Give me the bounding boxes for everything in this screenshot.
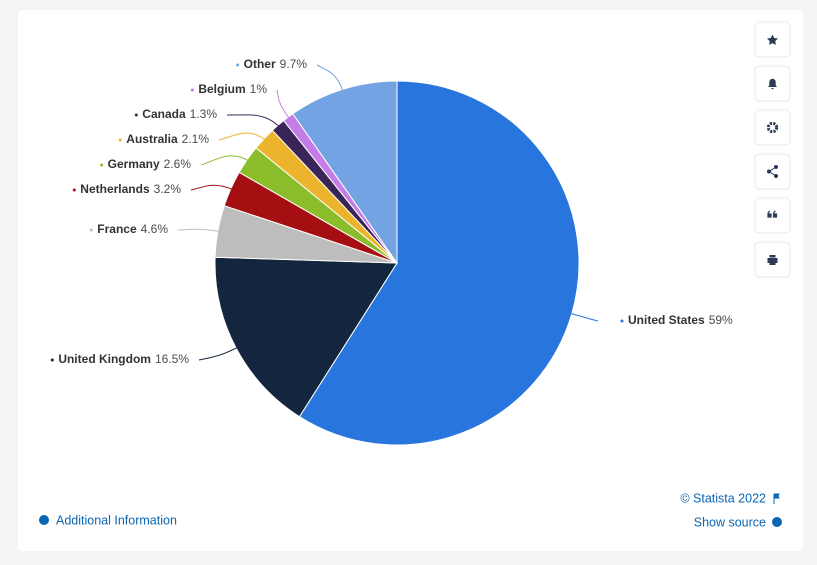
value-label: 9.7%	[280, 57, 308, 71]
category-name: France	[97, 222, 137, 236]
connector	[177, 228, 222, 233]
footer: © Statista 2022 Show source Additional I…	[39, 491, 782, 529]
connector	[198, 345, 240, 361]
star-icon	[767, 34, 778, 45]
bell-icon	[768, 78, 777, 90]
connector	[190, 184, 235, 191]
slice-label: Netherlands 3.2%	[80, 182, 181, 196]
connector	[200, 155, 251, 166]
legend-dot	[236, 63, 240, 67]
value-label: 16.5%	[155, 352, 189, 366]
connector	[226, 114, 281, 129]
slice-label: Belgium 1%	[198, 82, 267, 96]
share-icon	[767, 165, 778, 178]
connector	[276, 89, 291, 121]
value-label: 4.6%	[141, 222, 169, 236]
slice-label: Germany 2.6%	[108, 157, 192, 171]
value-label: 2.1%	[182, 132, 210, 146]
category-name: Australia	[126, 132, 178, 146]
category-name: Other	[244, 57, 276, 71]
toolbar	[754, 21, 791, 278]
value-label: 1%	[250, 82, 268, 96]
connector	[218, 132, 268, 142]
slice-label: Other 9.7%	[244, 57, 308, 71]
connector	[316, 64, 345, 94]
share-button[interactable]	[754, 153, 791, 190]
slice-label: Australia 2.1%	[126, 132, 209, 146]
slice-label: United Kingdom 16.5%	[58, 352, 189, 366]
legend-dot	[190, 88, 194, 92]
legend-dot	[620, 319, 624, 323]
show-source[interactable]: Show source	[694, 515, 766, 529]
credit[interactable]: © Statista 2022	[680, 491, 766, 505]
slice-label: Canada 1.3%	[142, 107, 217, 121]
category-name: United States	[628, 313, 705, 327]
gear-icon	[766, 121, 779, 134]
legend-dot	[50, 358, 54, 362]
slice-label: France 4.6%	[97, 222, 168, 236]
flag-icon	[773, 493, 780, 504]
legend-dot	[118, 138, 122, 142]
quote-icon	[767, 210, 778, 218]
value-label: 2.6%	[164, 157, 192, 171]
value-label: 1.3%	[190, 107, 218, 121]
info-icon	[772, 517, 782, 527]
legend-dot	[100, 163, 104, 167]
legend-dot	[72, 188, 76, 192]
category-name: Belgium	[198, 82, 245, 96]
category-name: Canada	[142, 107, 186, 121]
additional-info[interactable]: Additional Information	[56, 513, 177, 527]
legend-dot	[134, 113, 138, 117]
value-label: 59%	[709, 313, 733, 327]
value-label: 3.2%	[154, 182, 182, 196]
legend-dot	[89, 228, 93, 232]
category-name: Netherlands	[80, 182, 150, 196]
cite-button[interactable]	[754, 197, 791, 234]
settings-button[interactable]	[754, 109, 791, 146]
connector	[567, 312, 599, 322]
category-name: Germany	[108, 157, 160, 171]
info-icon	[39, 515, 49, 525]
pie: United States 59% United Kingdom 16.5% Franc…	[50, 57, 733, 446]
category-name: United Kingdom	[58, 352, 151, 366]
print-icon	[767, 255, 778, 265]
slice-label: United States 59%	[628, 313, 733, 327]
